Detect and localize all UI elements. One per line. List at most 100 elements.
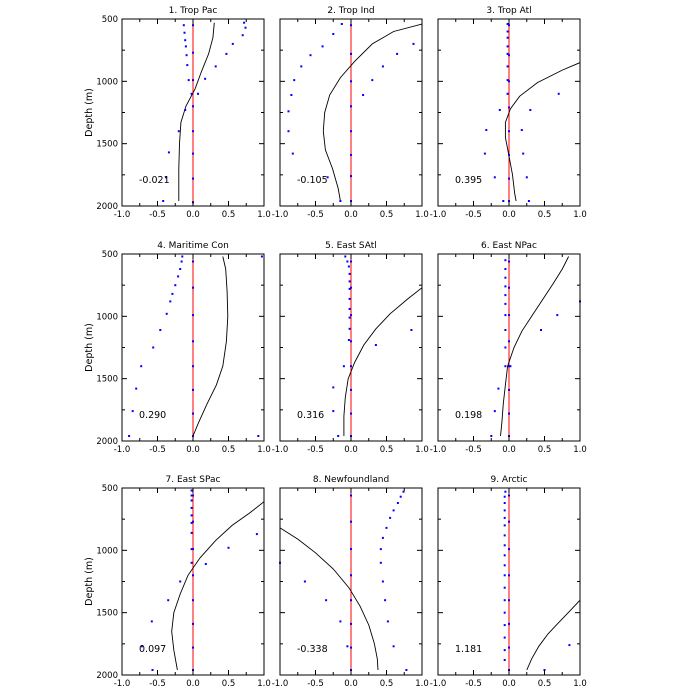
data-point	[131, 410, 134, 413]
panel-2: -1.0 -0.5 0.0 0.5 1.0 2. Trop Ind -0.105	[272, 6, 429, 220]
data-point	[165, 312, 168, 315]
data-point	[348, 316, 351, 319]
data-point	[503, 502, 506, 504]
data-point	[508, 622, 510, 625]
data-point	[509, 365, 512, 368]
data-point	[192, 365, 194, 368]
data-point	[504, 490, 507, 493]
x-tick-label: 0.0	[344, 679, 358, 689]
data-point	[350, 365, 352, 368]
data-point	[503, 534, 506, 537]
y-tick-label: 1500	[96, 140, 118, 150]
data-point	[192, 286, 194, 289]
data-point	[346, 645, 349, 648]
data-point	[243, 21, 246, 24]
data-point	[192, 646, 194, 649]
data-point	[503, 636, 506, 639]
data-point	[508, 314, 510, 317]
data-point	[180, 260, 183, 263]
data-point	[508, 574, 510, 577]
data-point	[503, 509, 506, 512]
data-point	[332, 386, 335, 389]
data-point	[350, 24, 352, 27]
data-point	[350, 412, 352, 415]
x-tick-label: 0.5	[538, 445, 552, 455]
data-point	[504, 294, 507, 297]
x-tick-label: 1.0	[415, 445, 429, 455]
data-point	[504, 285, 507, 288]
x-tick-label: -0.5	[465, 210, 482, 220]
data-point	[204, 77, 207, 80]
data-point	[287, 110, 290, 113]
data-point	[350, 80, 352, 83]
profile-line	[171, 501, 264, 671]
data-point	[190, 92, 193, 95]
data-point	[184, 109, 187, 111]
data-point	[177, 130, 180, 133]
x-tick-label: 0.5	[222, 445, 236, 455]
x-tick-label: -1.0	[114, 445, 131, 455]
data-point	[192, 574, 194, 577]
data-point	[151, 669, 154, 671]
data-point	[192, 494, 194, 497]
data-point	[135, 387, 138, 390]
data-point	[169, 300, 172, 303]
x-tick-label: 0.0	[502, 445, 516, 455]
data-point	[192, 79, 194, 82]
panel-5: -1.0 -0.5 0.0 0.5 1.0 5. East SAtl 0.316	[272, 241, 429, 455]
panel-1: -1.0 -0.5 0.0 0.5 1.0 500 1000 1500 2000 Depth (m…	[84, 6, 271, 220]
profile-line	[500, 256, 570, 437]
data-point	[506, 45, 509, 48]
data-point	[325, 599, 328, 602]
x-tick-label: 0.5	[222, 210, 236, 220]
data-point	[381, 536, 384, 539]
data-point	[504, 314, 507, 317]
data-point	[192, 520, 194, 523]
data-point	[503, 659, 506, 661]
panel-value-label: -0.105	[297, 175, 328, 186]
data-point	[190, 561, 193, 564]
data-point	[504, 259, 507, 262]
data-point	[508, 365, 510, 368]
data-point	[485, 129, 488, 131]
data-point	[483, 152, 486, 155]
y-tick-label: 500	[102, 15, 118, 25]
data-point	[348, 297, 351, 300]
panel-title: 2. Trop Ind	[327, 6, 374, 16]
data-point	[410, 329, 413, 331]
x-tick-label: 0.0	[186, 210, 200, 220]
data-point	[300, 65, 303, 68]
profile-line	[178, 22, 215, 201]
data-point	[184, 39, 187, 42]
panel-7: -1.0 -0.5 0.0 0.5 1.0 500 1000 1500 2000 Depth (m…	[84, 475, 271, 689]
data-point	[374, 344, 377, 346]
data-point	[350, 599, 352, 602]
x-tick-label: 1.0	[415, 679, 429, 689]
data-point	[379, 548, 382, 551]
data-point	[350, 622, 352, 625]
data-point	[405, 669, 408, 671]
panel-title: 1. Trop Pac	[169, 6, 218, 16]
panel-value-label: 0.290	[139, 410, 166, 421]
data-point	[503, 524, 506, 527]
x-tick-label: 0.0	[502, 679, 516, 689]
data-point	[197, 92, 199, 95]
y-tick-label: 2000	[96, 437, 118, 447]
data-point	[508, 177, 510, 180]
data-point	[192, 388, 194, 391]
data-point	[350, 494, 352, 497]
x-tick-label: -1.0	[430, 210, 447, 220]
x-tick-label: -0.5	[149, 210, 166, 220]
data-point	[381, 65, 384, 68]
panel-title: 4. Maritime Con	[157, 241, 229, 251]
data-point	[192, 599, 194, 602]
panel-value-label: -0.338	[297, 644, 328, 655]
x-tick-label: 0.0	[344, 210, 358, 220]
panel-value-label: 1.181	[455, 644, 482, 655]
data-point	[350, 130, 352, 133]
data-point	[385, 526, 388, 529]
data-point	[257, 435, 260, 437]
data-point	[503, 564, 506, 567]
data-point	[347, 265, 350, 268]
data-point	[291, 152, 294, 155]
